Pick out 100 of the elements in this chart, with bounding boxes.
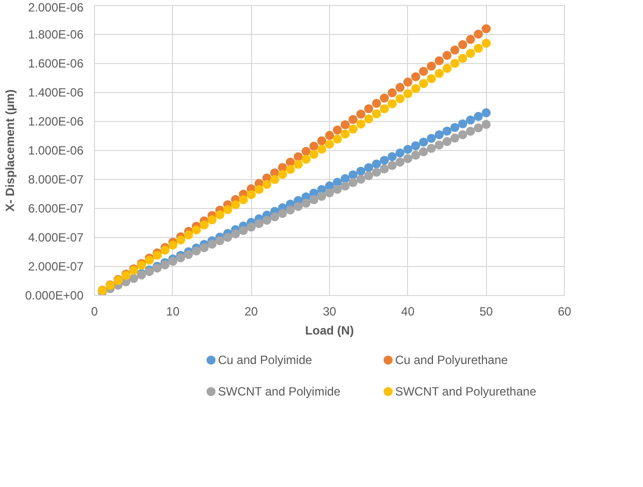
point — [474, 44, 483, 53]
y-tick-label: 6.000E-07 — [28, 202, 84, 216]
point — [403, 144, 412, 154]
point — [419, 147, 428, 156]
point — [388, 160, 397, 170]
point — [168, 240, 178, 250]
point — [348, 114, 358, 124]
point — [474, 123, 483, 132]
x-tick-label: 20 — [244, 304, 258, 318]
point — [419, 66, 428, 76]
point — [434, 56, 444, 66]
point — [332, 134, 342, 144]
point — [309, 142, 318, 151]
point — [482, 24, 491, 34]
point — [176, 253, 186, 262]
point — [356, 166, 366, 176]
point — [450, 122, 460, 132]
point — [152, 250, 162, 260]
point — [411, 150, 420, 160]
legend-label: SWCNT and Polyimide — [218, 384, 341, 399]
point — [270, 212, 280, 222]
point — [317, 136, 326, 146]
x-tick-label: 10 — [166, 304, 180, 318]
point — [356, 110, 366, 119]
point — [348, 124, 358, 134]
point — [286, 205, 295, 214]
point — [442, 50, 452, 60]
point — [223, 232, 232, 242]
point — [340, 129, 350, 138]
point — [168, 256, 178, 266]
point — [192, 225, 201, 234]
point — [474, 112, 483, 121]
point — [474, 30, 483, 39]
point — [348, 170, 358, 180]
y-tick-label: 1.400E-06 — [28, 86, 84, 100]
legend-label: Cu and Polyimide — [218, 353, 312, 368]
point — [458, 119, 468, 128]
point — [340, 182, 350, 191]
point — [332, 184, 342, 194]
point — [176, 235, 186, 244]
point — [396, 94, 404, 104]
point — [356, 119, 366, 128]
point — [426, 74, 436, 84]
point — [442, 137, 452, 146]
point — [231, 200, 240, 210]
point — [419, 79, 428, 88]
point — [434, 69, 444, 78]
point — [325, 130, 334, 140]
point — [434, 130, 444, 140]
point — [388, 152, 397, 162]
x-axis-title: Load (N) — [305, 324, 354, 338]
y-axis-title: X- Displacement (µm) — [3, 89, 18, 212]
point — [450, 58, 460, 68]
point — [466, 126, 475, 136]
point — [231, 229, 240, 238]
point — [372, 109, 381, 118]
point — [270, 175, 280, 184]
point — [254, 219, 264, 228]
y-tick-label: 2.000E-06 — [28, 0, 84, 14]
point — [426, 144, 436, 153]
point — [466, 116, 475, 125]
y-tick-label: 2.000E-07 — [28, 260, 84, 274]
point — [426, 62, 436, 71]
y-tick-label: 0.000E+00 — [25, 288, 84, 302]
point — [380, 156, 389, 165]
point — [388, 88, 397, 98]
point — [442, 126, 452, 136]
point — [129, 274, 138, 283]
point — [348, 178, 358, 188]
point — [482, 38, 491, 48]
point — [254, 185, 264, 194]
point — [262, 180, 272, 189]
point — [262, 216, 272, 225]
point — [396, 148, 404, 158]
x-tick-label: 60 — [558, 304, 572, 318]
point — [356, 174, 366, 184]
point — [426, 134, 436, 143]
point — [302, 198, 310, 208]
y-tick-label: 1.800E-06 — [28, 28, 84, 42]
point — [458, 40, 468, 50]
point — [246, 222, 256, 232]
point — [411, 84, 420, 94]
point — [380, 104, 389, 114]
point — [200, 243, 209, 252]
point — [450, 134, 460, 143]
point — [325, 140, 334, 149]
x-tick-label: 30 — [322, 304, 336, 318]
point — [396, 82, 404, 92]
point — [184, 250, 193, 259]
y-tick-label: 8.000E-07 — [28, 172, 84, 186]
point — [450, 46, 460, 55]
point — [294, 202, 303, 211]
legend-label: Cu and Polyurethane — [395, 353, 508, 368]
point — [340, 120, 350, 130]
point — [278, 170, 287, 179]
point — [364, 104, 374, 114]
point — [372, 159, 381, 168]
legend-label: SWCNT and Polyurethane — [395, 384, 537, 399]
point — [396, 158, 404, 167]
point — [309, 150, 318, 159]
